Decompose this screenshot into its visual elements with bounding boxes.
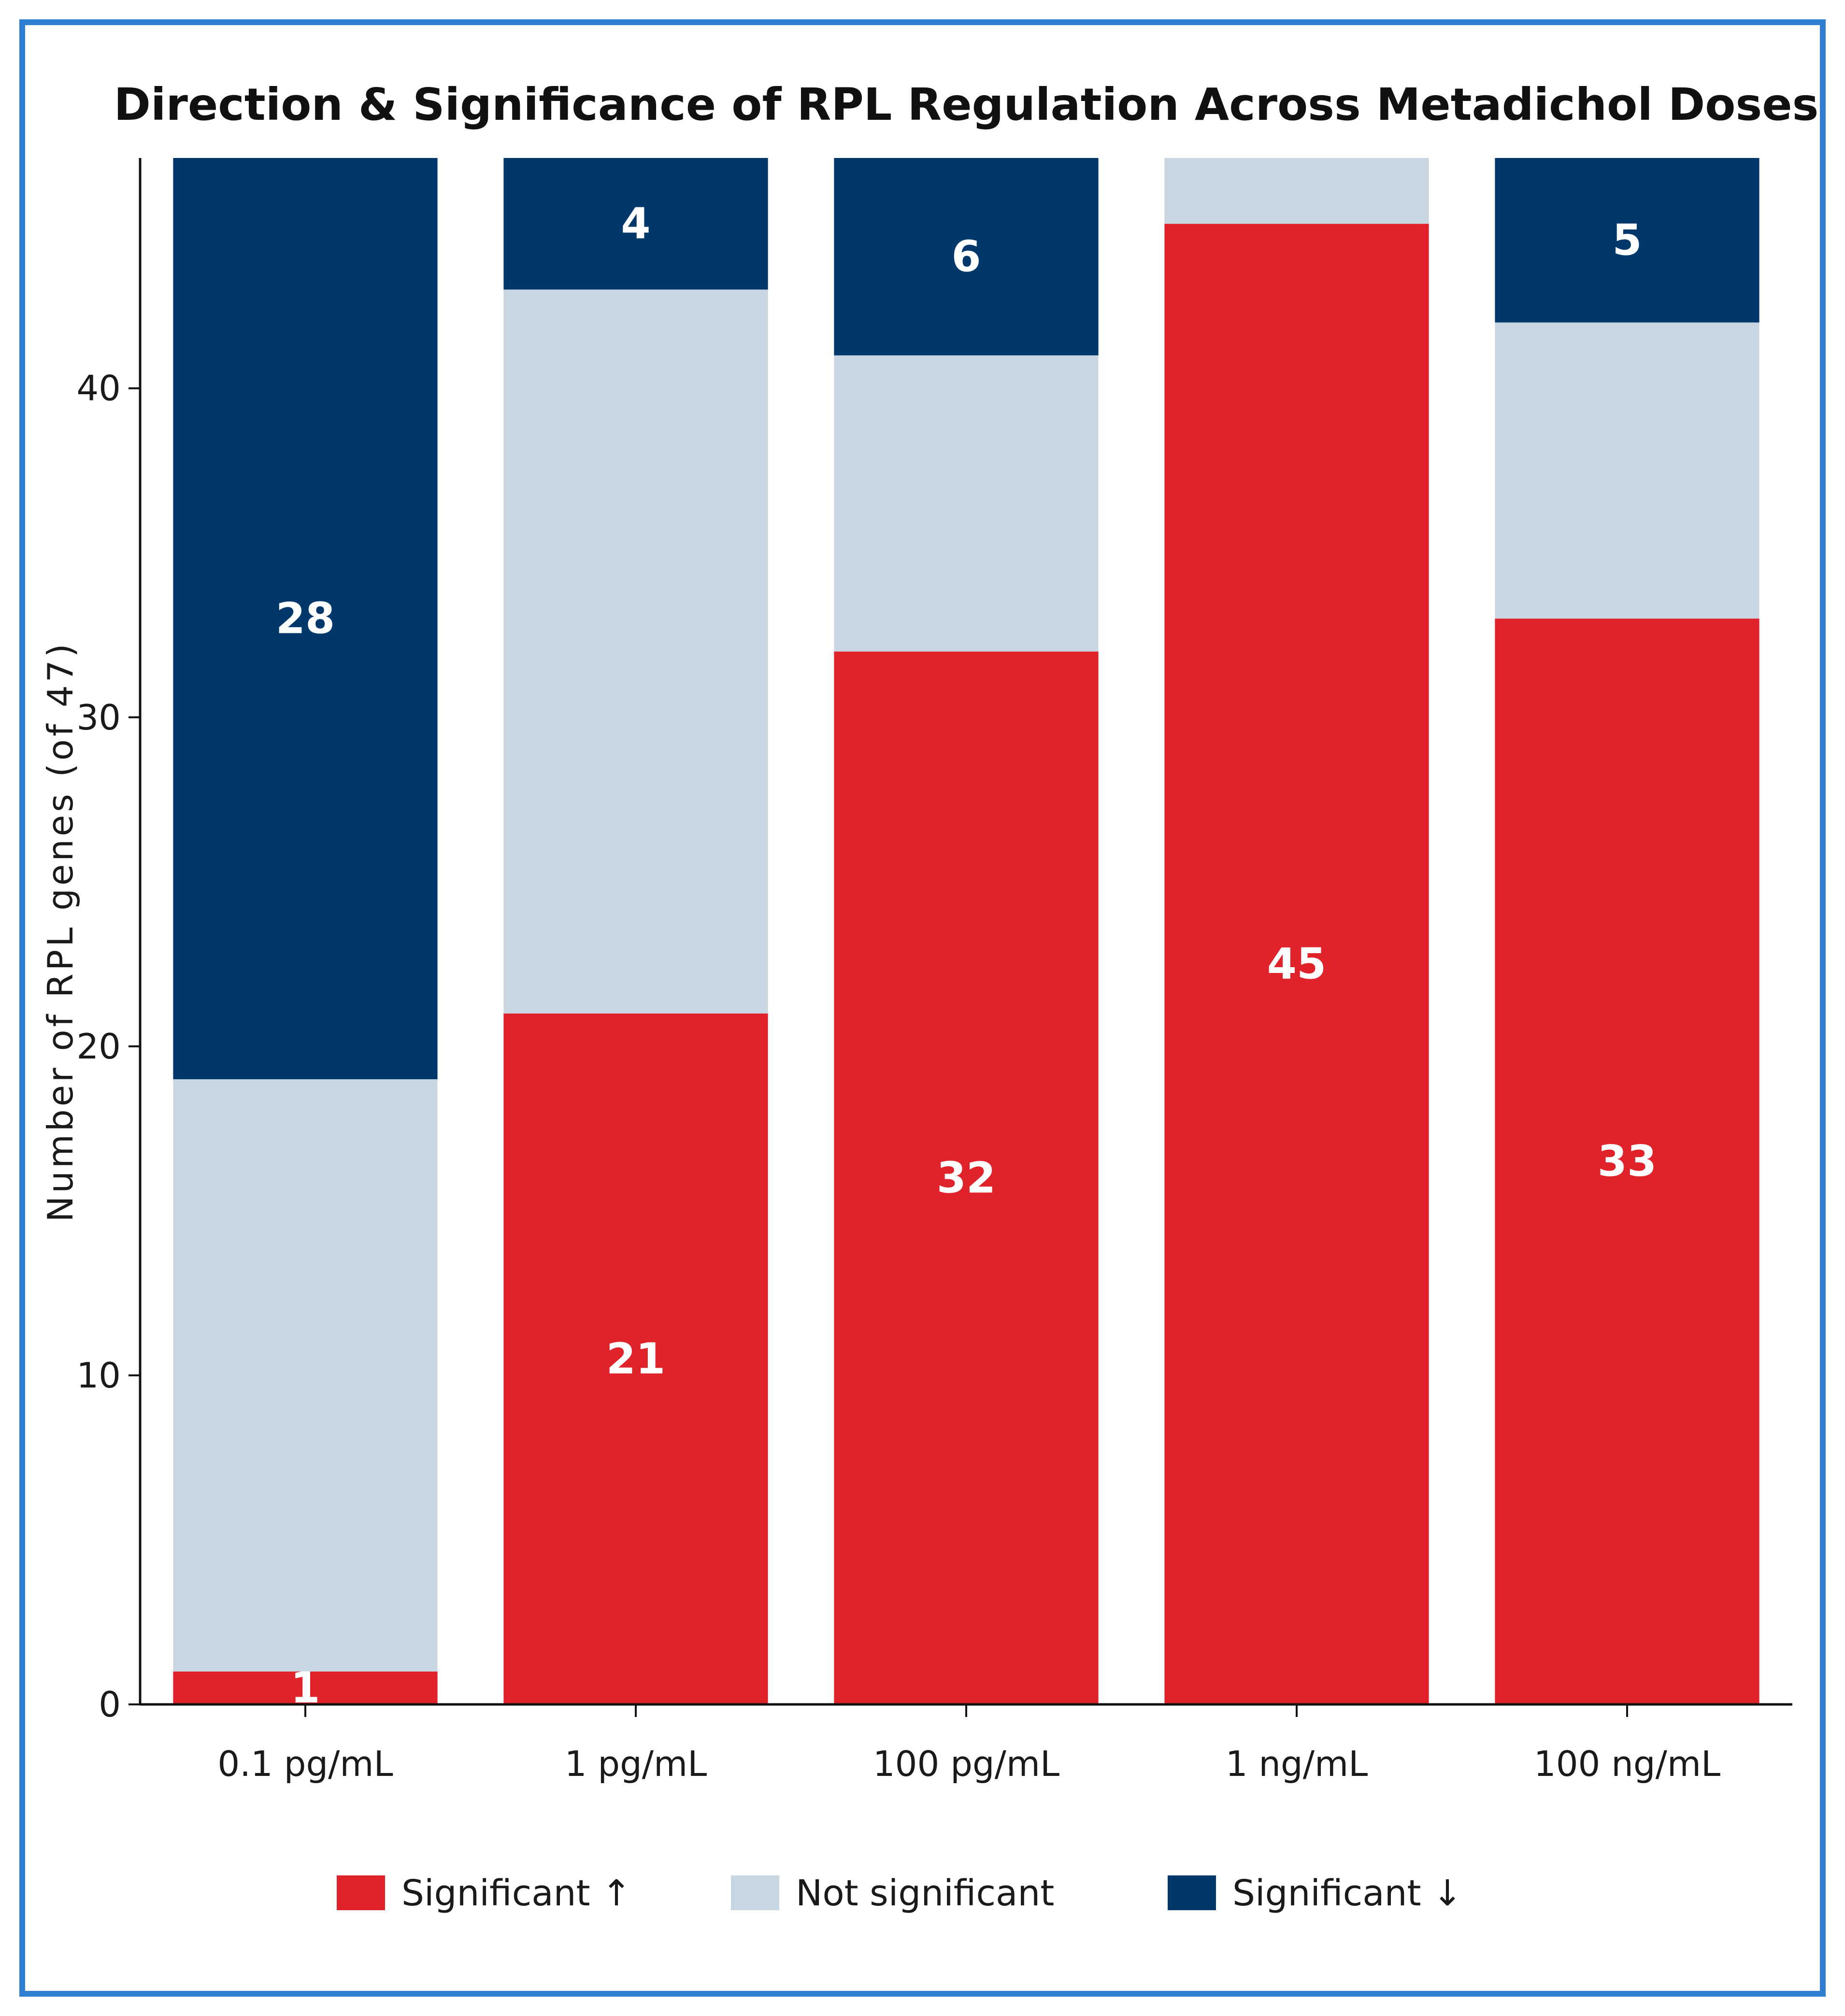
- bars-layer: [173, 158, 1759, 1705]
- legend: Significant ↑ Not significant Significant …: [337, 1873, 1462, 1914]
- bar-segment-2-5: [1495, 322, 1759, 619]
- y-tick-label-1: 0: [99, 1684, 121, 1725]
- legend-swatch-3: [1168, 1875, 1216, 1910]
- x-tick-label-3: 100 pg/mL: [873, 1744, 1059, 1784]
- bar-segment-1-1: [173, 1671, 438, 1704]
- legend-swatch-2: [731, 1875, 779, 1910]
- y-tick-label-5: 40: [76, 368, 121, 409]
- bar-segment-2-3: [834, 355, 1099, 652]
- x-tick-label-2: 1 pg/mL: [565, 1744, 707, 1784]
- y-tick-label-3: 20: [76, 1026, 121, 1067]
- y-tick-label-4: 30: [76, 697, 121, 738]
- data-label-1-2: 21: [606, 1334, 665, 1384]
- data-label-3-3: 6: [951, 231, 981, 281]
- bar-segment-1-5: [1495, 618, 1759, 1704]
- bar-segment-1-3: [834, 651, 1099, 1704]
- data-label-1-5: 33: [1598, 1136, 1657, 1186]
- legend-label-2: Not significant: [796, 1873, 1054, 1914]
- legend-label-3: Significant ↓: [1232, 1873, 1462, 1914]
- bar-segment-1-4: [1164, 224, 1429, 1705]
- data-label-3-5: 5: [1612, 215, 1642, 265]
- bar-segment-3-1: [173, 158, 438, 1079]
- y-tick-label-2: 10: [76, 1355, 121, 1396]
- legend-swatch-1: [337, 1875, 385, 1910]
- data-label-3-2: 4: [621, 199, 650, 248]
- bar-segment-3-5: [1495, 158, 1759, 323]
- axes-layer: 0 10 20 30 40 0.1 pg/mL 1 pg/mL 100 pg/mL 1 ng/m…: [76, 158, 1792, 1784]
- x-tick-label-1: 0.1 pg/mL: [217, 1744, 393, 1784]
- data-label-3-1: 28: [276, 594, 335, 643]
- y-axis-label: Number of RPL genes (of 47): [40, 641, 81, 1222]
- bar-segment-1-2: [503, 1013, 768, 1704]
- bar-segment-3-3: [834, 158, 1099, 356]
- bar-segment-2-1: [173, 1079, 438, 1672]
- legend-label-1: Significant ↑: [401, 1873, 631, 1914]
- data-label-1-3: 32: [937, 1153, 996, 1202]
- bar-segment-2-2: [503, 289, 768, 1014]
- bar-segment-3-2: [503, 158, 768, 290]
- x-tick-label-4: 1 ng/mL: [1226, 1744, 1368, 1784]
- x-tick-label-5: 100 ng/mL: [1534, 1744, 1720, 1784]
- chart-title: Direction & Significance of RPL Regulati…: [114, 79, 1819, 130]
- data-label-1-4: 45: [1267, 939, 1326, 989]
- bar-segment-2-4: [1164, 158, 1429, 224]
